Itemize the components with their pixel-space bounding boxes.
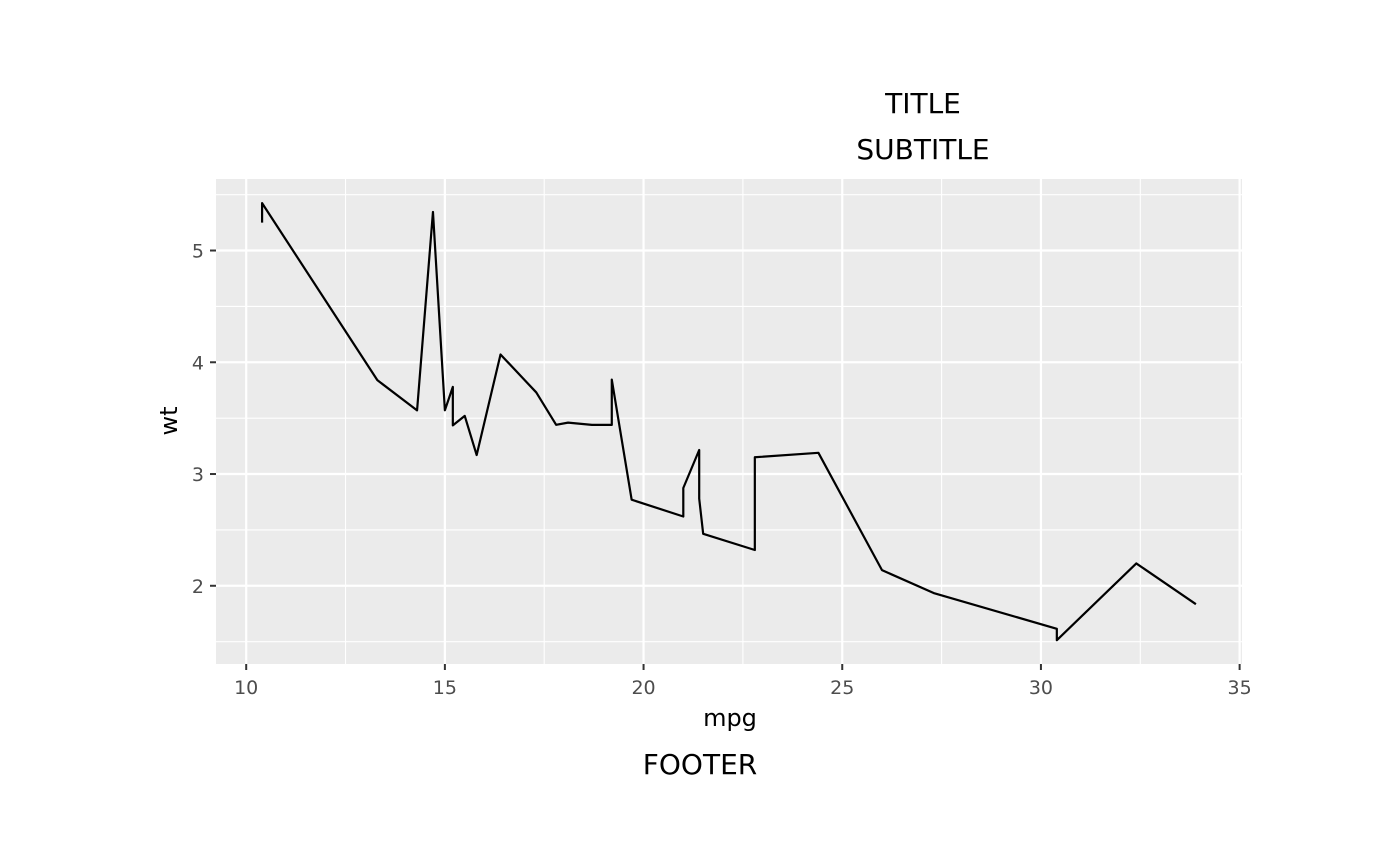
chart-title: TITLE <box>884 87 961 120</box>
panel-background <box>216 179 1242 664</box>
x-tick-label: 30 <box>1029 677 1053 699</box>
x-tick-label: 15 <box>433 677 457 699</box>
x-tick-label: 10 <box>234 677 258 699</box>
series-line <box>260 202 1197 642</box>
y-tick-labels: 2 3 4 5 <box>192 241 204 598</box>
x-tick-label: 25 <box>830 677 854 699</box>
y-tick-label: 5 <box>192 241 204 263</box>
chart-footer: FOOTER <box>643 748 757 781</box>
major-grid <box>216 179 1242 664</box>
minor-grid <box>216 179 1242 664</box>
x-tick-label: 20 <box>631 677 655 699</box>
y-tick-label: 2 <box>192 576 204 598</box>
y-axis-title: wt <box>155 406 183 435</box>
x-tick-labels: 10 15 20 25 30 35 <box>234 677 1252 699</box>
y-tick-label: 4 <box>192 352 204 374</box>
axis-ticks <box>210 249 1241 670</box>
x-tick-label: 35 <box>1228 677 1252 699</box>
y-tick-label: 3 <box>192 464 204 486</box>
chart-subtitle: SUBTITLE <box>856 133 989 166</box>
x-axis-title: mpg <box>703 704 757 732</box>
